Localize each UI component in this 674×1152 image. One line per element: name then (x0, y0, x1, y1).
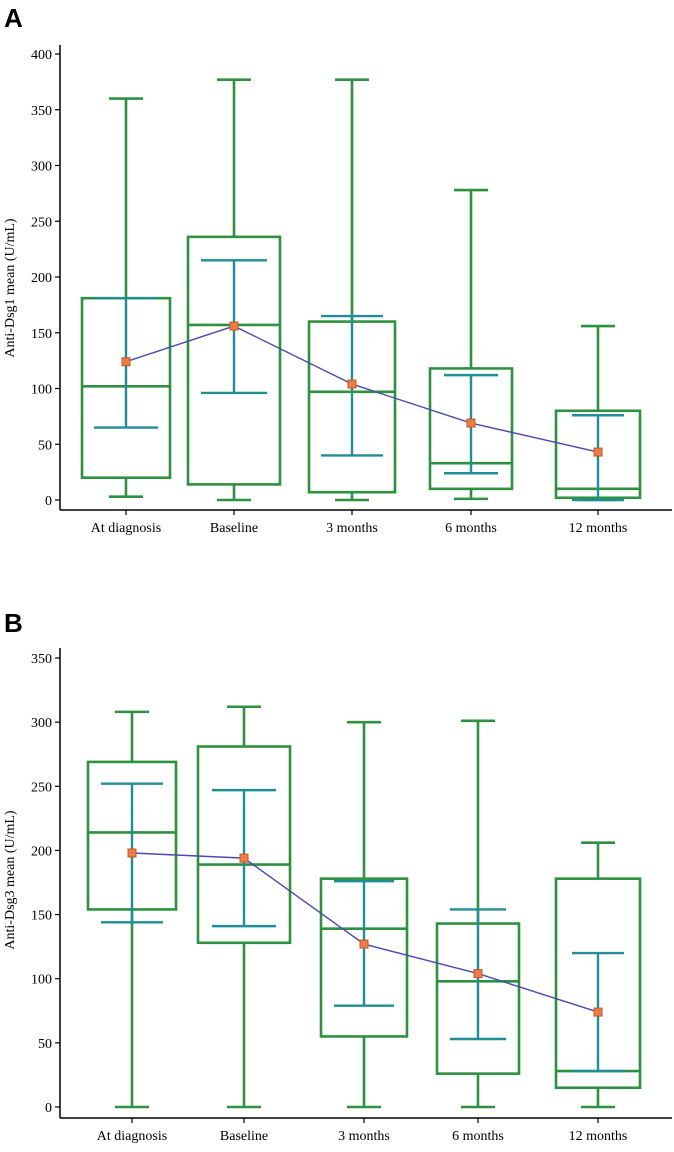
y-tick-label: 50 (38, 1037, 52, 1052)
x-tick-label: 3 months (326, 521, 378, 536)
box-iqr (319, 877, 409, 1038)
y-tick-label: 250 (31, 780, 52, 795)
y-tick-label: 50 (38, 438, 52, 453)
x-tick-label: Baseline (220, 1129, 268, 1144)
y-axis-title-b: Anti-Dsg3 mean (U/mL) (3, 810, 18, 950)
y-tick-label: 400 (31, 48, 52, 63)
mean-marker (229, 321, 239, 331)
box-group (186, 78, 282, 502)
mean-marker (473, 969, 483, 979)
x-tick-label: 6 months (452, 1129, 504, 1144)
y-tick-label: 100 (31, 383, 52, 398)
error-bar (572, 414, 624, 502)
y-tick-label: 300 (31, 160, 52, 175)
y-tick-label: 200 (31, 271, 52, 286)
y-tick-label: 100 (31, 973, 52, 988)
mean-marker (239, 853, 249, 863)
mean-marker (359, 939, 369, 949)
mean-marker (593, 447, 603, 457)
x-tick-label: At diagnosis (97, 1129, 167, 1144)
y-axis-title-a: Anti-Dsg1 mean (U/mL) (3, 218, 18, 358)
y-tick-label: 150 (31, 327, 52, 342)
y-tick-label: 150 (31, 909, 52, 924)
y-tick-label: 0 (45, 494, 52, 509)
y-tick-label: 350 (31, 652, 52, 667)
y-tick-label: 0 (45, 1101, 52, 1116)
y-tick-label: 200 (31, 844, 52, 859)
x-tick-label: 3 months (338, 1129, 390, 1144)
x-tick-label: 12 months (569, 521, 628, 536)
panel-a: A Anti-Dsg1 mean (U/mL) 0 50 100 150 200 250 3… (3, 3, 672, 536)
mean-marker (347, 379, 357, 389)
box-iqr (196, 745, 292, 945)
mean-marker (593, 1007, 603, 1017)
mean-marker (466, 418, 476, 428)
y-tick-label: 300 (31, 716, 52, 731)
y-tick-label: 250 (31, 215, 52, 230)
x-tick-label: 12 months (569, 1129, 628, 1144)
x-tick-label: At diagnosis (91, 521, 161, 536)
panel-b: B Anti-Dsg3 mean (U/mL) 0 50 100 150 200 250 3… (3, 608, 672, 1144)
box-iqr (428, 367, 514, 491)
mean-marker (127, 848, 137, 858)
y-tick-label: 350 (31, 104, 52, 119)
x-tick-label: Baseline (210, 521, 258, 536)
box-iqr (554, 877, 642, 1090)
x-tick-label: 6 months (445, 521, 497, 536)
mean-marker (121, 357, 131, 367)
panel-label-b: B (4, 608, 23, 638)
box-iqr (186, 235, 282, 486)
panel-label-a: A (4, 3, 23, 33)
mean-trend-line (125, 325, 599, 453)
